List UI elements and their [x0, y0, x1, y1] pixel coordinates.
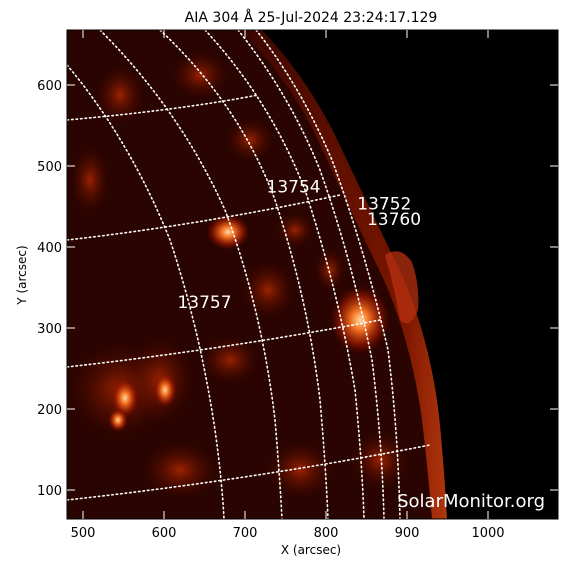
y-tick-label: 300: [37, 322, 62, 337]
y-axis-label: Y (arcsec): [15, 245, 29, 305]
image-title: AIA 304 Å 25-Jul-2024 23:24:17.129: [185, 9, 438, 26]
region-label-13760: 13760: [367, 210, 421, 230]
x-tick-label: 800: [314, 526, 339, 541]
x-tick-label: 900: [395, 526, 420, 541]
region-label-13754: 13754: [267, 178, 321, 198]
x-tick-label: 1000: [471, 526, 504, 541]
y-tick-label: 400: [37, 241, 62, 256]
y-axis: 100 200 300 400 500 600: [37, 79, 558, 499]
x-tick-label: 600: [152, 526, 177, 541]
x-tick-label: 700: [233, 526, 258, 541]
chromospheric-emission: [67, 50, 410, 500]
x-axis: 500 600 700 800 900 1000: [71, 30, 505, 541]
x-tick-label: 500: [71, 526, 96, 541]
coordinate-grid: [67, 30, 431, 519]
plot-frame: [66, 29, 559, 520]
region-label-13752: 13752: [357, 195, 411, 215]
y-tick-label: 500: [37, 160, 62, 175]
x-axis-label: X (arcsec): [281, 543, 341, 557]
watermark: SolarMonitor.org: [397, 491, 545, 512]
y-tick-label: 600: [37, 79, 62, 94]
region-labels: 13754 13752 13760 13757: [177, 178, 421, 313]
y-tick-label: 100: [37, 484, 62, 499]
y-tick-label: 200: [37, 403, 62, 418]
region-label-13757: 13757: [177, 293, 231, 313]
limb-prominence: [385, 251, 419, 324]
